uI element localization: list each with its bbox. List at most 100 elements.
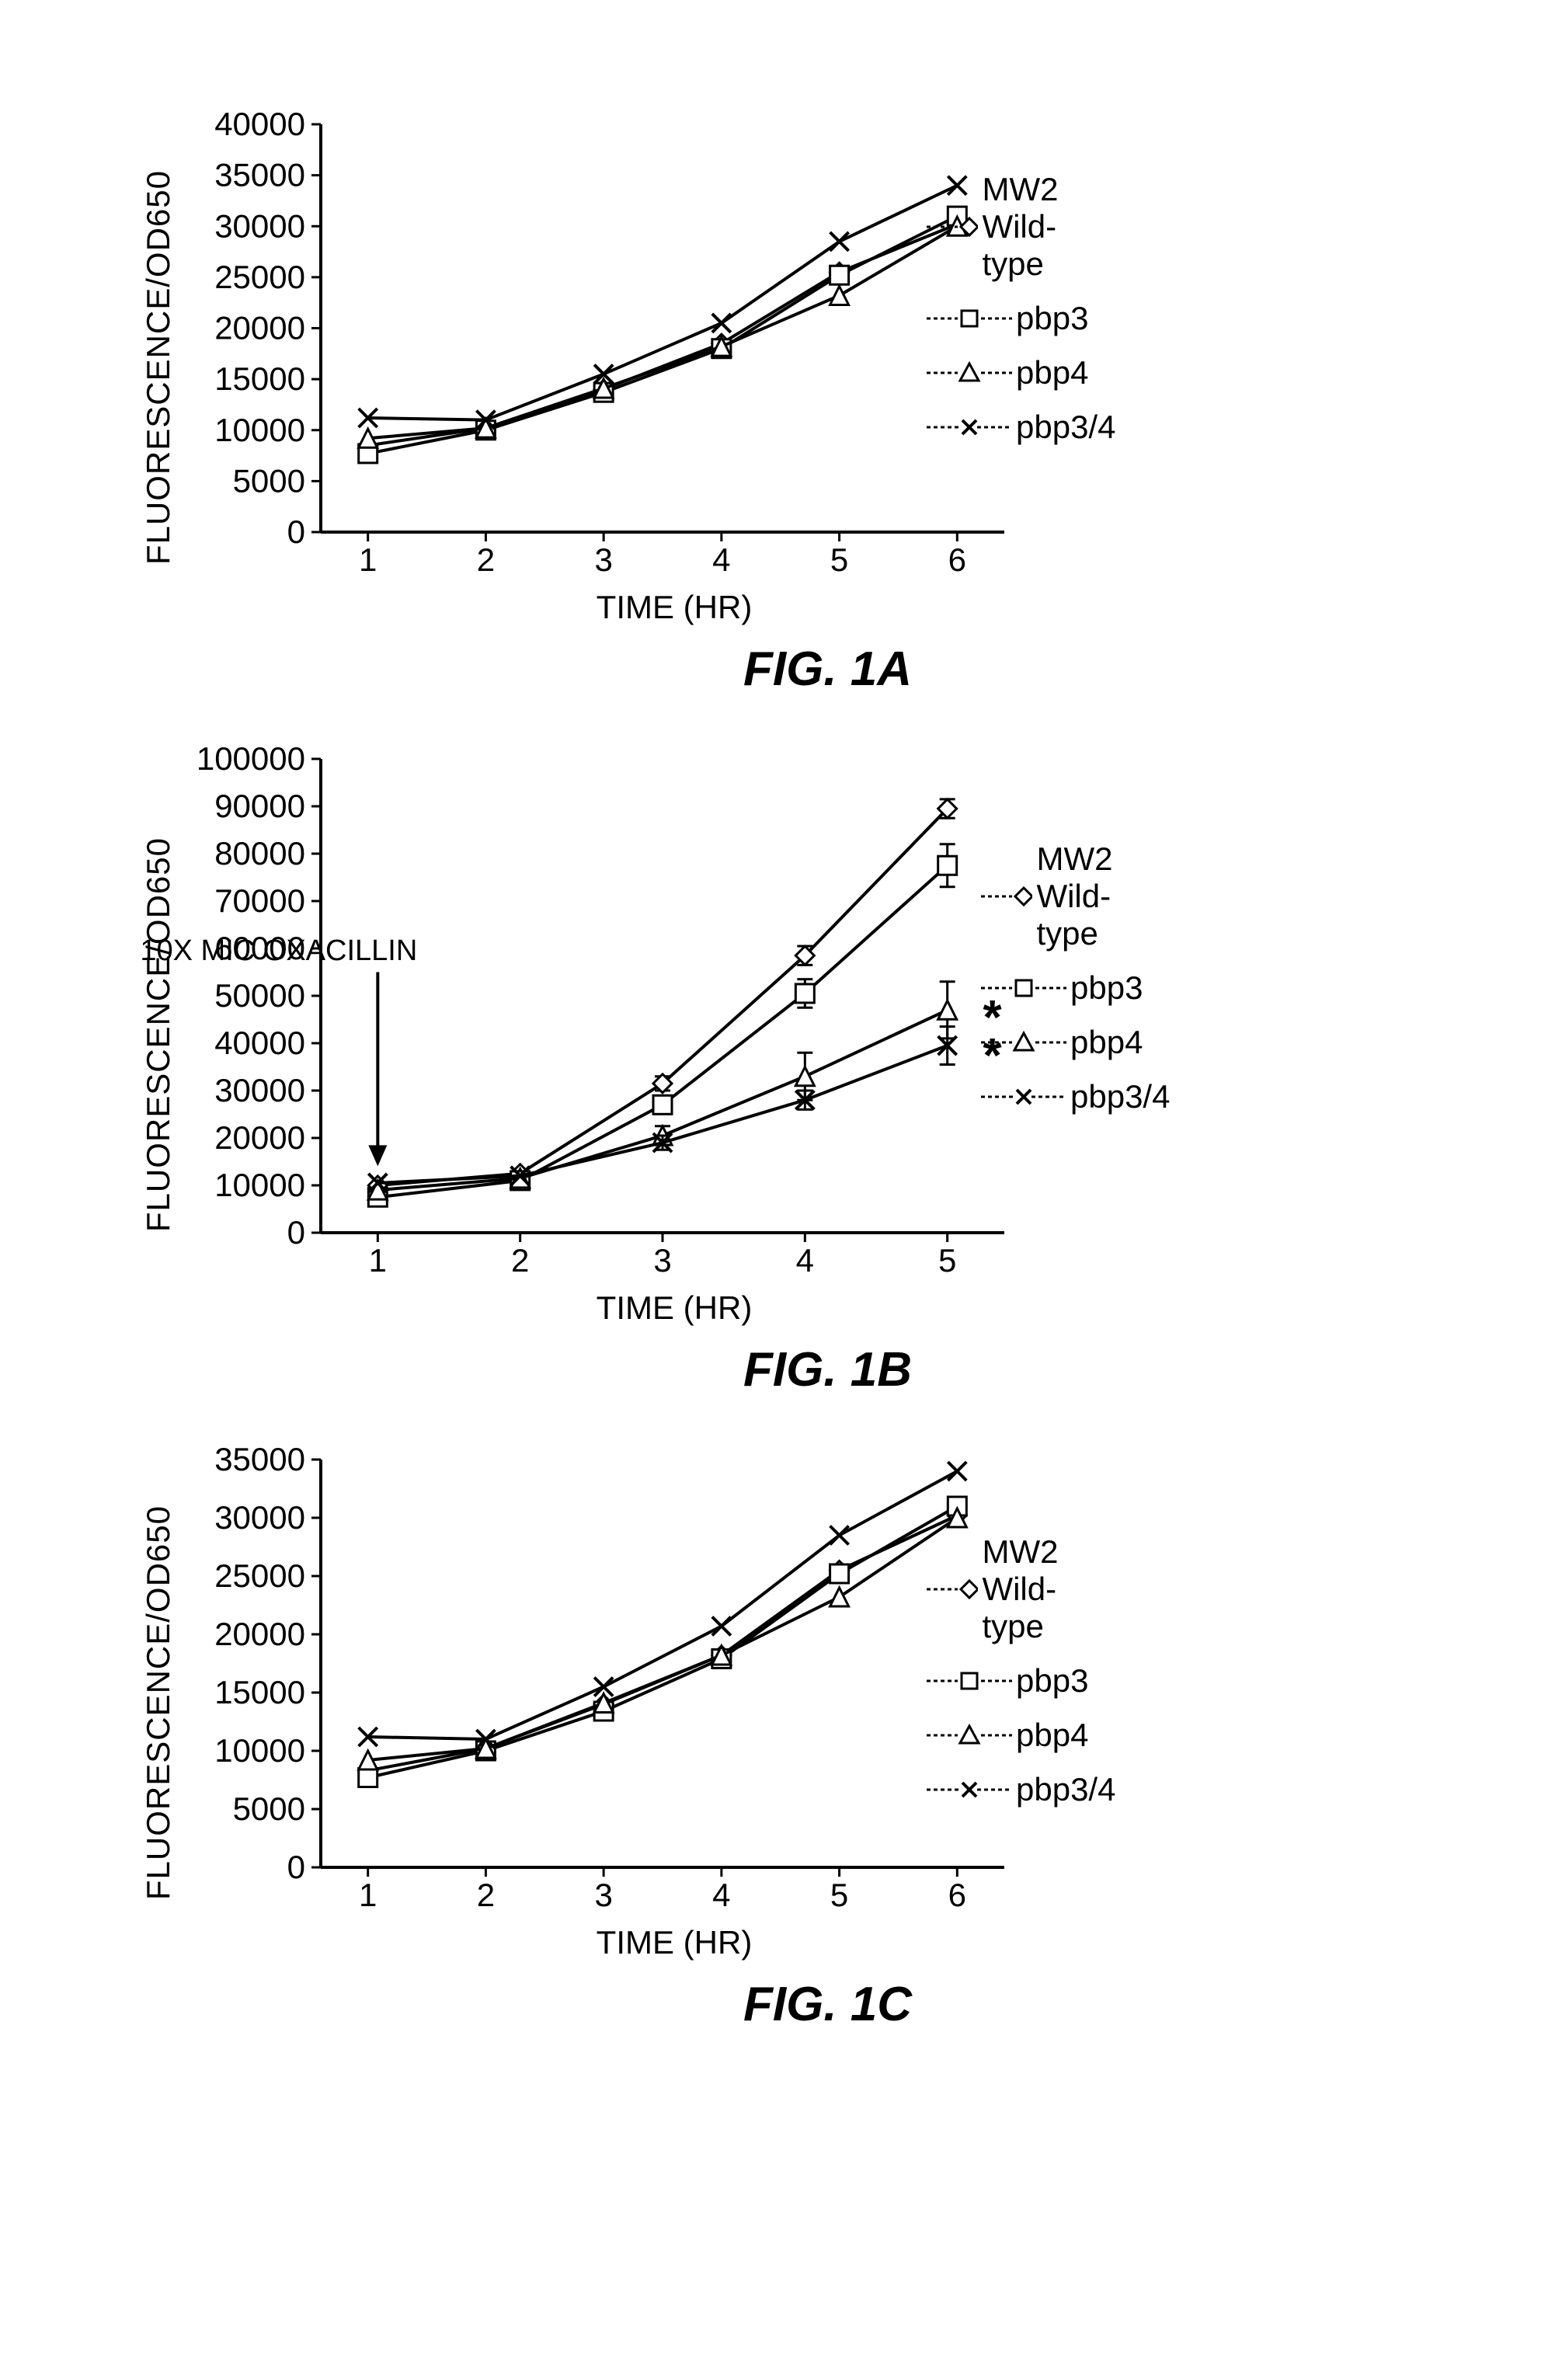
- caption-c: FIG. 1C: [233, 1977, 1422, 2032]
- significance-star-2: *: [983, 1028, 1002, 1084]
- legend-label: pbp3/4: [1016, 409, 1115, 446]
- legend-label: pbp4: [1016, 1717, 1088, 1754]
- svg-text:4: 4: [796, 1242, 814, 1279]
- legend-item-pbp3: pbp3: [981, 969, 1170, 1007]
- legend-item-mw2: MW2 Wild-type: [981, 840, 1170, 952]
- svg-text:6: 6: [948, 541, 966, 578]
- svg-text:2: 2: [477, 1877, 495, 1913]
- svg-text:30000: 30000: [214, 207, 305, 244]
- square-icon: [927, 307, 1012, 330]
- chart-area-a: 0500010000150002000025000300003500040000…: [189, 109, 1028, 626]
- svg-text:30000: 30000: [214, 1499, 305, 1536]
- svg-text:0: 0: [287, 513, 305, 550]
- svg-text:80000: 80000: [214, 835, 305, 872]
- svg-text:2: 2: [477, 541, 495, 578]
- svg-text:40000: 40000: [214, 109, 305, 142]
- svg-text:25000: 25000: [214, 259, 305, 295]
- legend-label: pbp4: [1070, 1024, 1143, 1061]
- svg-text:4: 4: [712, 541, 730, 578]
- legend-label: pbp3: [1016, 300, 1088, 337]
- svg-text:5: 5: [830, 541, 848, 578]
- chart-container-b: FLUORESCENCE/OD650 0 10000 20000 30000 40000…: [140, 743, 1422, 1327]
- svg-text:0: 0: [287, 1214, 305, 1251]
- svg-text:3: 3: [594, 1877, 612, 1913]
- svg-text:30000: 30000: [214, 1072, 305, 1108]
- xlabel-c: TIME (HR): [189, 1924, 1028, 1961]
- svg-text:40000: 40000: [214, 1025, 305, 1061]
- chart-svg-c: 0 5000 10000 15000 20000 25000 30000 35000 1 2 3 4 5…: [189, 1444, 1028, 1914]
- svg-text:5: 5: [830, 1877, 848, 1913]
- x-icon: [927, 416, 1012, 439]
- ylabel-a: FLUORESCENCE/OD650: [140, 170, 177, 565]
- svg-text:25000: 25000: [214, 1557, 305, 1594]
- legend-a: MW2 Wild-type pbp3 pbp4 pbp3/4: [927, 171, 1115, 463]
- x-icon: [927, 1778, 1012, 1801]
- square-icon: [927, 1669, 1012, 1693]
- svg-text:1: 1: [359, 541, 377, 578]
- legend-b: MW2 Wild-type pbp3 pbp4 pbp3/4: [981, 840, 1170, 1133]
- svg-text:1: 1: [369, 1242, 387, 1279]
- xlabel-a: TIME (HR): [189, 589, 1028, 626]
- svg-text:3: 3: [594, 541, 612, 578]
- legend-label: pbp3: [1070, 969, 1143, 1007]
- svg-text:90000: 90000: [214, 788, 305, 824]
- legend-label: MW2 Wild-type: [982, 1533, 1115, 1645]
- svg-text:20000: 20000: [214, 1616, 305, 1652]
- diamond-icon: [927, 215, 978, 238]
- svg-text:4: 4: [712, 1877, 730, 1913]
- svg-text:20000: 20000: [214, 1119, 305, 1156]
- chart-container-a: FLUORESCENCE/OD650 050001000015000200002…: [140, 109, 1422, 626]
- svg-text:70000: 70000: [214, 882, 305, 919]
- legend-label: pbp4: [1016, 354, 1088, 391]
- legend-label: MW2 Wild-type: [982, 171, 1115, 283]
- figure-panel-c: FLUORESCENCE/OD650 0 5000 10000 15000 20000 2…: [140, 1444, 1422, 2032]
- legend-c: MW2 Wild-type pbp3 pbp4 pbp3/4: [927, 1533, 1115, 1825]
- legend-item-pbp34: pbp3/4: [927, 1771, 1115, 1808]
- svg-text:5000: 5000: [233, 462, 305, 499]
- caption-b: FIG. 1B: [233, 1342, 1422, 1397]
- svg-text:35000: 35000: [214, 1444, 305, 1477]
- legend-item-pbp4: pbp4: [927, 1717, 1115, 1754]
- annotation-oxacillin: 10X MIC OXACILLIN: [117, 934, 440, 968]
- chart-area-b: 0100002000030000400005000060000700008000…: [189, 743, 1028, 1327]
- caption-a: FIG. 1A: [233, 642, 1422, 697]
- legend-label: MW2 Wild-type: [1036, 840, 1170, 952]
- svg-text:10000: 10000: [214, 412, 305, 448]
- xlabel-b: TIME (HR): [189, 1289, 1028, 1327]
- svg-text:10000: 10000: [214, 1167, 305, 1203]
- triangle-icon: [927, 1724, 1012, 1747]
- ylabel-b: FLUORESCENCE/OD650: [140, 837, 177, 1232]
- chart-svg-b: 0100002000030000400005000060000700008000…: [189, 743, 1028, 1279]
- triangle-icon: [927, 361, 1012, 384]
- svg-text:3: 3: [653, 1242, 671, 1279]
- diamond-icon: [981, 885, 1032, 908]
- diamond-icon: [927, 1578, 978, 1601]
- legend-item-pbp3: pbp3: [927, 300, 1115, 337]
- svg-text:15000: 15000: [214, 360, 305, 397]
- figure-panel-a: FLUORESCENCE/OD650 050001000015000200002…: [140, 109, 1422, 697]
- svg-text:1: 1: [359, 1877, 377, 1913]
- chart-area-c: 0 5000 10000 15000 20000 25000 30000 35000 1 2 3 4 5…: [189, 1444, 1028, 1961]
- legend-label: pbp3: [1016, 1662, 1088, 1700]
- legend-item-pbp34: pbp3/4: [981, 1078, 1170, 1115]
- ylabel-c: FLUORESCENCE/OD650: [140, 1505, 177, 1900]
- svg-text:5: 5: [938, 1242, 956, 1279]
- legend-item-pbp4: pbp4: [927, 354, 1115, 391]
- x-icon: [981, 1085, 1066, 1108]
- chart-svg-a: 0500010000150002000025000300003500040000…: [189, 109, 1028, 579]
- svg-text:5000: 5000: [233, 1790, 305, 1827]
- legend-label: pbp3/4: [1070, 1078, 1170, 1115]
- svg-text:2: 2: [511, 1242, 529, 1279]
- chart-container-c: FLUORESCENCE/OD650 0 5000 10000 15000 20000 2…: [140, 1444, 1422, 1961]
- legend-item-pbp34: pbp3/4: [927, 409, 1115, 446]
- svg-text:15000: 15000: [214, 1674, 305, 1710]
- svg-text:6: 6: [948, 1877, 966, 1913]
- legend-item-mw2: MW2 Wild-type: [927, 1533, 1115, 1645]
- svg-text:10000: 10000: [214, 1732, 305, 1769]
- annotation-text: 10X MIC OXACILLIN: [117, 934, 440, 968]
- legend-item-pbp3: pbp3: [927, 1662, 1115, 1700]
- svg-text:35000: 35000: [214, 157, 305, 193]
- svg-text:0: 0: [287, 1849, 305, 1885]
- legend-item-pbp4: pbp4: [981, 1024, 1170, 1061]
- legend-label: pbp3/4: [1016, 1771, 1115, 1808]
